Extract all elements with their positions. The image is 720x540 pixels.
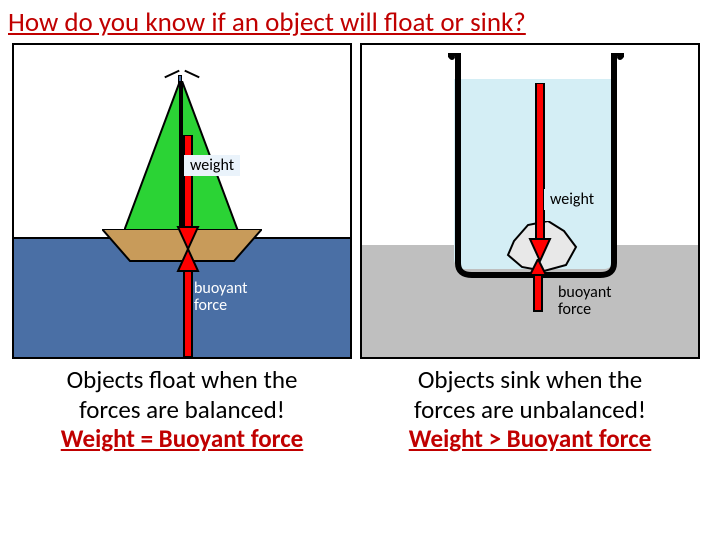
weight-label-float: weight (184, 155, 240, 176)
weight-label-sink: weight (544, 189, 600, 210)
sail-left (124, 81, 182, 236)
captions-row: Objects float when the forces are balanc… (0, 359, 720, 454)
caption-sink-line2: forces are unbalanced! (414, 394, 646, 425)
caption-float: Objects float when the forces are balanc… (12, 365, 352, 454)
panels-row: weight buoyant force (0, 43, 720, 359)
caption-float-line1: Objects float when the (67, 364, 298, 395)
buoyant-text2: force (558, 300, 591, 319)
buoyant-text2: force (194, 296, 227, 315)
telltale-right (184, 70, 199, 79)
caption-float-line2: forces are balanced! (79, 394, 285, 425)
caption-sink: Objects sink when the forces are unbalan… (360, 365, 700, 454)
panel-sink: weight buoyant force (360, 43, 700, 359)
caption-float-eq: Weight = Buoyant force (61, 423, 304, 454)
buoyant-label-sink: buoyant force (558, 285, 611, 319)
page-title: How do you know if an object will float … (0, 0, 720, 43)
buoyant-label-float: buoyant force (194, 281, 247, 315)
weight-arrow-float (176, 135, 200, 258)
weight-arrow-sink (528, 83, 552, 268)
panel-float: weight buoyant force (12, 43, 352, 359)
caption-sink-line1: Objects sink when the (418, 364, 642, 395)
buoyant-arrow-sink (528, 259, 548, 318)
caption-sink-eq: Weight > Buoyant force (409, 423, 652, 454)
